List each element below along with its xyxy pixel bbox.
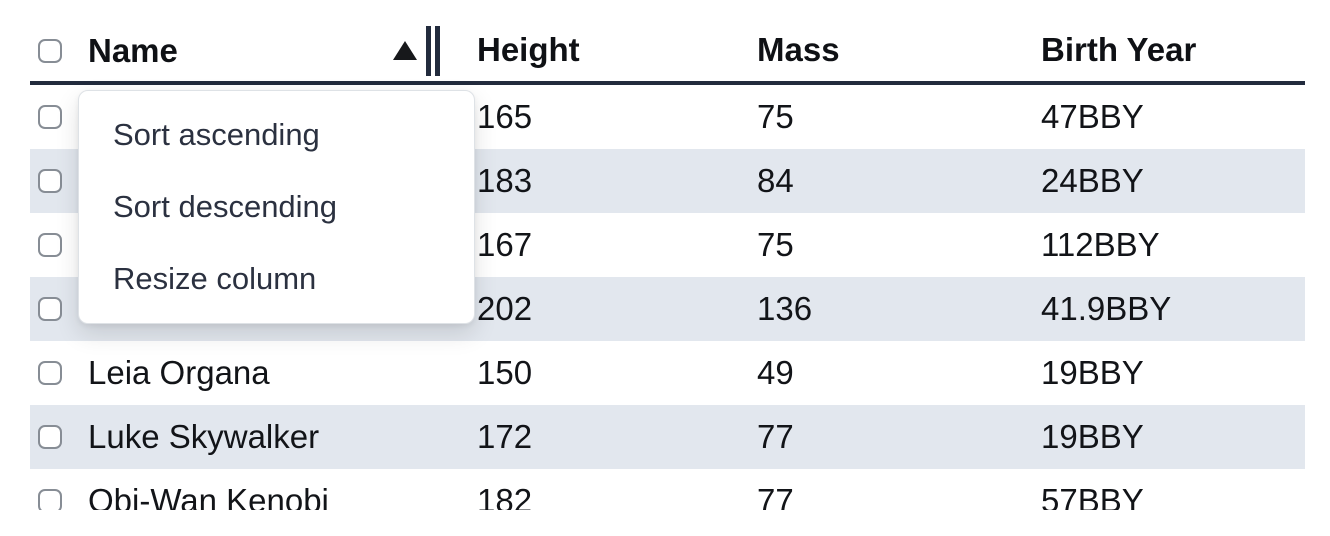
column-header-mass[interactable]: Mass bbox=[757, 32, 840, 69]
cell-mass: 77 bbox=[757, 418, 794, 455]
row-checkbox[interactable] bbox=[38, 169, 62, 193]
row-checkbox[interactable] bbox=[38, 489, 62, 510]
cell-height: 183 bbox=[477, 162, 533, 199]
row-checkbox[interactable] bbox=[38, 361, 62, 385]
cell-mass: 84 bbox=[757, 162, 794, 199]
select-all-cell bbox=[30, 38, 68, 63]
row-checkbox[interactable] bbox=[38, 233, 62, 257]
cell-birth-year: 24BBY bbox=[1041, 162, 1144, 199]
table-row: Luke Skywalker 172 77 19BBY bbox=[30, 405, 1305, 469]
data-table: Name Height Mass Birth Year 165 75 47BBY… bbox=[30, 20, 1305, 510]
column-header-name-label: Name bbox=[88, 31, 178, 69]
cell-height: 165 bbox=[477, 98, 533, 135]
menu-item-resize-column[interactable]: Resize column bbox=[113, 261, 317, 296]
cell-height: 172 bbox=[477, 418, 533, 455]
sort-ascending-icon bbox=[393, 41, 417, 60]
cell-birth-year: 19BBY bbox=[1041, 354, 1144, 391]
cell-height: 150 bbox=[477, 354, 533, 391]
cell-name: Luke Skywalker bbox=[88, 418, 320, 455]
cell-birth-year: 112BBY bbox=[1041, 226, 1160, 263]
cell-mass: 77 bbox=[757, 482, 794, 510]
column-header-height[interactable]: Height bbox=[477, 32, 580, 69]
resize-bar bbox=[426, 25, 431, 76]
column-context-menu: Sort ascending Sort descending Resize co… bbox=[78, 90, 475, 324]
cell-height: 202 bbox=[477, 290, 533, 327]
resize-bar bbox=[435, 25, 440, 76]
row-checkbox[interactable] bbox=[38, 425, 62, 449]
cell-birth-year: 57BBY bbox=[1041, 482, 1144, 510]
data-table-viewport: Name Height Mass Birth Year 165 75 47BBY… bbox=[30, 20, 1305, 510]
table-row: 165 75 47BBY bbox=[30, 85, 1305, 149]
cell-mass: 136 bbox=[757, 290, 813, 327]
row-checkbox[interactable] bbox=[38, 297, 62, 321]
table-row: Obi-Wan Kenobi 182 77 57BBY bbox=[30, 469, 1305, 510]
cell-mass: 75 bbox=[757, 226, 794, 263]
column-header-name[interactable]: Name bbox=[68, 25, 456, 76]
cell-birth-year: 19BBY bbox=[1041, 418, 1144, 455]
cell-mass: 49 bbox=[757, 354, 794, 391]
cell-height: 167 bbox=[477, 226, 533, 263]
select-all-checkbox[interactable] bbox=[38, 38, 62, 63]
column-header-birth-year[interactable]: Birth Year bbox=[1041, 32, 1197, 69]
cell-birth-year: 47BBY bbox=[1041, 98, 1144, 135]
table-header-row: Name Height Mass Birth Year bbox=[30, 20, 1305, 85]
cell-height: 182 bbox=[477, 482, 533, 510]
menu-item-sort-ascending[interactable]: Sort ascending bbox=[113, 117, 320, 152]
cell-name: Leia Organa bbox=[88, 354, 270, 391]
menu-item-sort-descending[interactable]: Sort descending bbox=[113, 189, 338, 224]
table-row: Leia Organa 150 49 19BBY bbox=[30, 341, 1305, 405]
table-row: 167 75 112BBY bbox=[30, 213, 1305, 277]
cell-mass: 75 bbox=[757, 98, 794, 135]
table-row: 202 136 41.9BBY bbox=[30, 277, 1305, 341]
cell-birth-year: 41.9BBY bbox=[1041, 290, 1172, 327]
column-resize-handle-icon[interactable] bbox=[426, 25, 440, 76]
row-checkbox[interactable] bbox=[38, 105, 62, 129]
cell-name: Obi-Wan Kenobi bbox=[88, 482, 329, 510]
